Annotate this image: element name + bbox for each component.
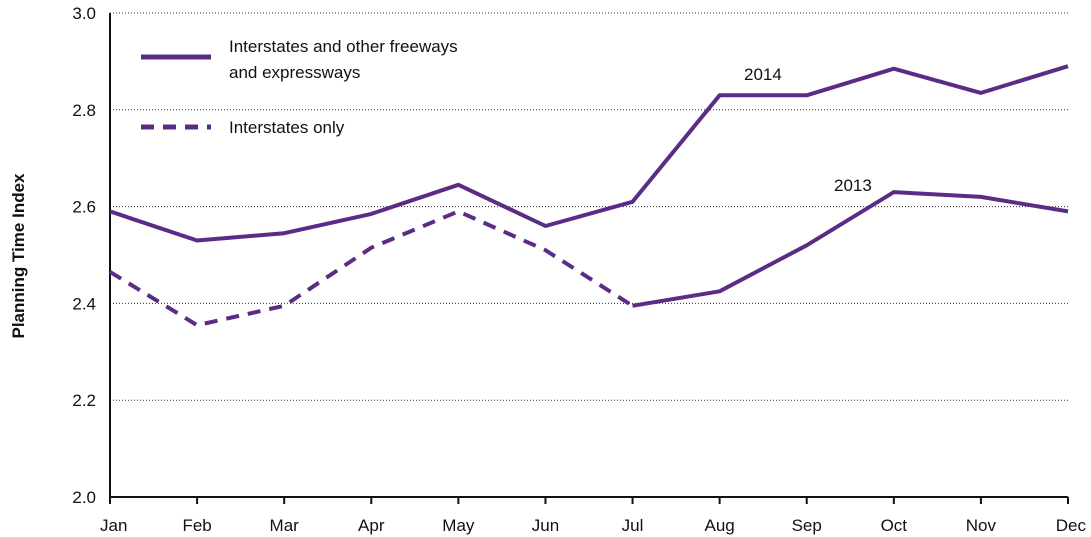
series-line-2013-dashed [108, 209, 634, 328]
series-line-2014-solid [109, 64, 1069, 243]
y-tick-label: 2.4 [72, 294, 96, 313]
x-tick-label: Nov [966, 516, 997, 535]
y-tick-label: 2.2 [72, 391, 96, 410]
x-tick-label: Jan [100, 516, 127, 535]
x-tick-label: Feb [182, 516, 211, 535]
y-axis-label: Planning Time Index [9, 173, 28, 339]
annotation-2014: 2014 [744, 65, 782, 84]
annotation-2013: 2013 [834, 176, 872, 195]
x-tick-label: Sep [792, 516, 822, 535]
y-tick-label: 2.6 [72, 198, 96, 217]
x-tick-label: Oct [881, 516, 908, 535]
series-line-2013-solid [632, 190, 1069, 308]
x-tick-label: Jul [622, 516, 644, 535]
series-lines [108, 64, 1069, 328]
y-tick-labels: 2.0 2.2 2.4 2.6 2.8 3.0 [72, 4, 96, 507]
legend-label-dashed: Interstates only [229, 118, 345, 137]
axes [109, 13, 1069, 504]
gridlines [110, 12, 1068, 401]
y-tick-label: 3.0 [72, 4, 96, 23]
y-tick-label: 2.8 [72, 101, 96, 120]
legend-label-solid-line1: Interstates and other freeways [229, 37, 458, 56]
x-tick-label: Apr [358, 516, 385, 535]
y-tick-label: 2.0 [72, 488, 96, 507]
x-tick-label: Aug [705, 516, 735, 535]
x-tick-label: May [442, 516, 475, 535]
x-tick-label: Mar [270, 516, 300, 535]
x-tick-labels: Jan Feb Mar Apr May Jun Jul Aug Sep Oct Nov Dec [100, 516, 1086, 535]
legend: Interstates and other freeways and expre… [141, 37, 458, 137]
x-tick-label: Jun [532, 516, 559, 535]
x-tick-label: Dec [1056, 516, 1087, 535]
legend-label-solid-line2: and expressways [229, 63, 360, 82]
